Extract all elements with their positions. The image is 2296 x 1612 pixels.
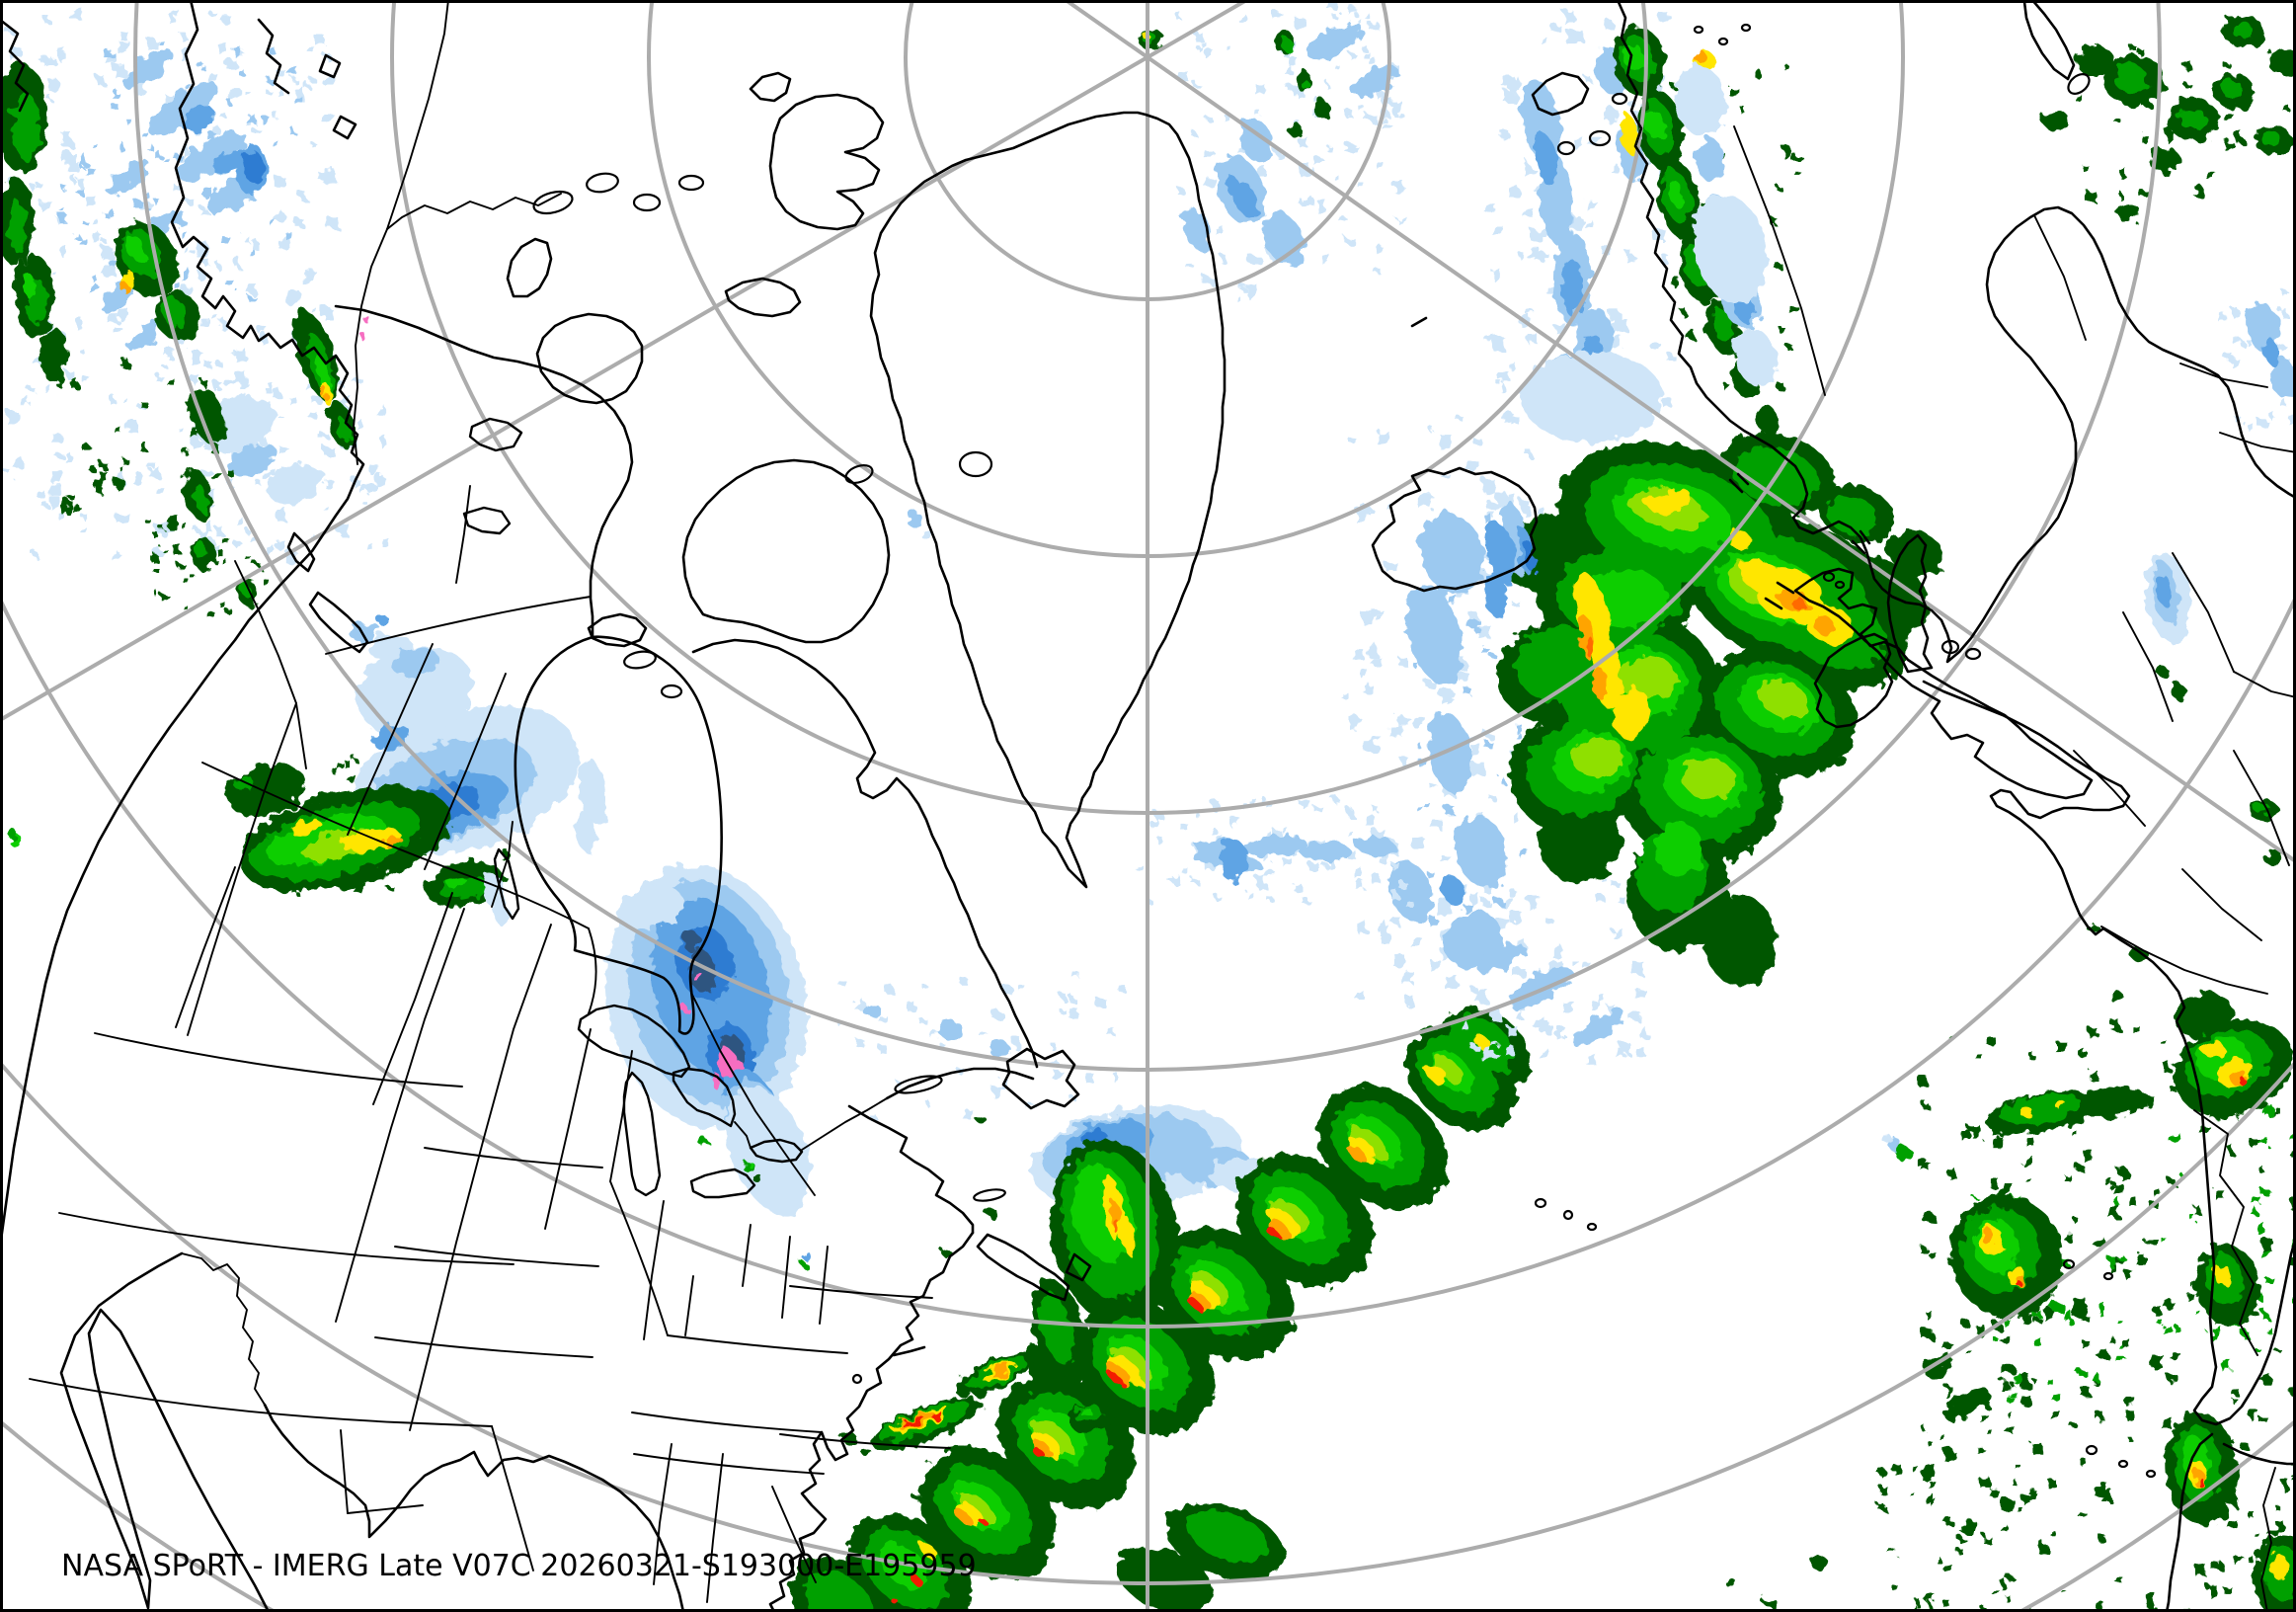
precip-system-detached-squall-streaks [841, 1207, 1114, 1501]
precip-system-alaska-coastal-rain [0, 64, 369, 617]
precip-system-iceland-storm [1343, 416, 1945, 1065]
precip-system-bc-washington-band [8, 645, 580, 908]
precip-system-scandinavia-rain [1613, 26, 1801, 436]
precip-system-great-lakes-mixed [481, 757, 812, 1268]
product-caption: NASA SPoRT - IMERG Late V07C 20260321-S1… [61, 1549, 977, 1583]
precip-system-labrador-sea-flurries [837, 511, 1413, 1122]
precip-system-gulf-of-alaska-snow [5, 7, 442, 692]
precip-system-baltic-russia-rain [2043, 16, 2296, 430]
political-borders-layer [29, 0, 2296, 1612]
precip-system-greenland-sea-snow [1139, 11, 1678, 443]
